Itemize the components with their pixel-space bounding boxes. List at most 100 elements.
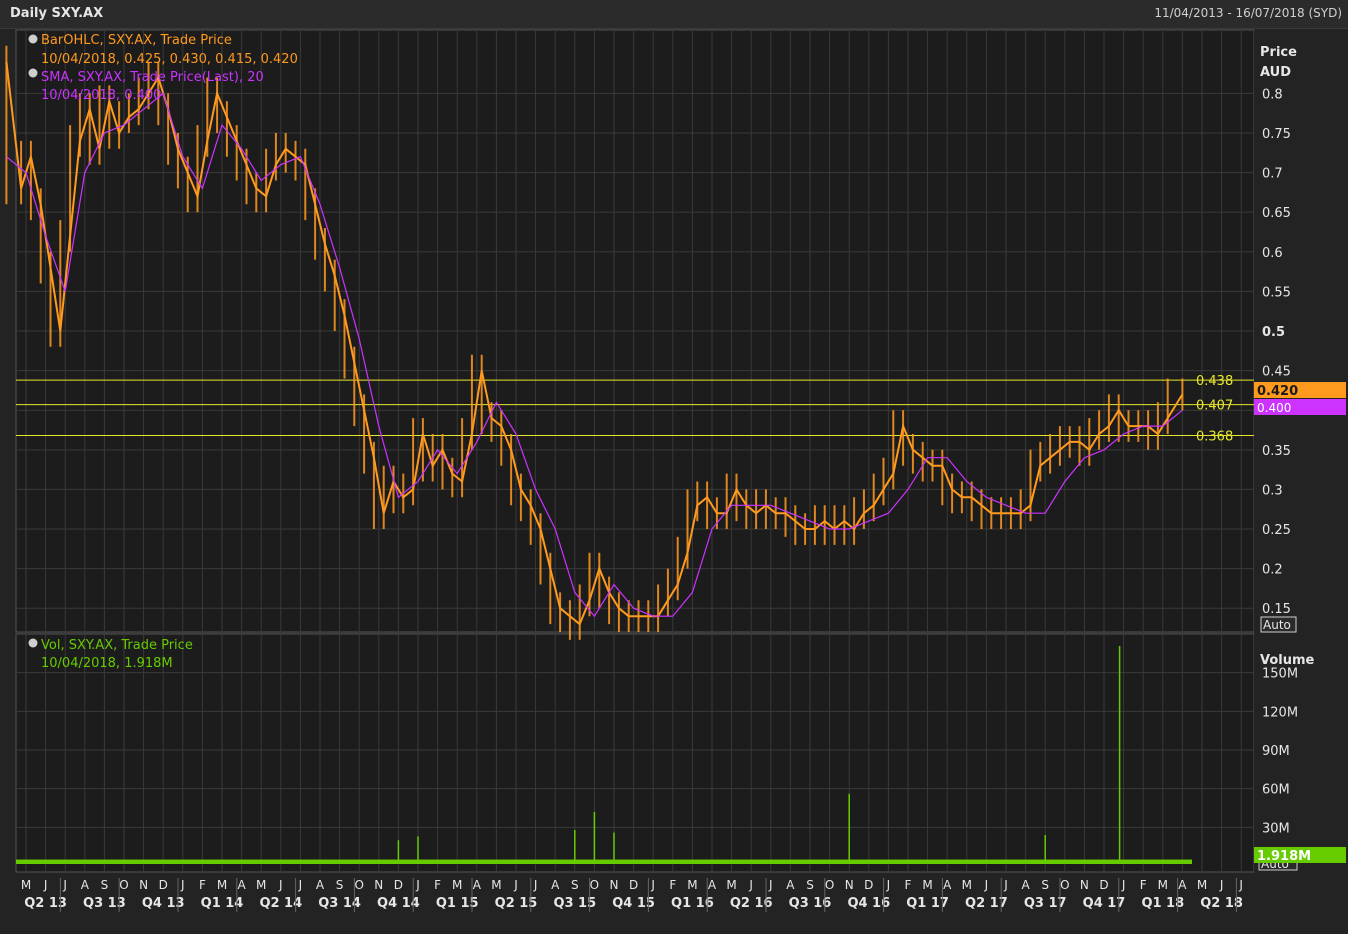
quarter-tick-label: Q3 14: [318, 896, 361, 911]
month-tick-label: J: [43, 878, 48, 892]
sma-legend-value: 10/04/2018, 0.400: [41, 88, 161, 103]
month-tick-label: O: [825, 878, 834, 892]
quarter-tick-label: Q2 16: [730, 896, 773, 911]
last-price-tag: [1254, 382, 1346, 398]
price-legend: BarOHLC, SXY.AX, Trade Price 10/04/2018,…: [28, 33, 298, 103]
date-range: 11/04/2013 - 16/07/2018 (SYD): [1154, 6, 1342, 20]
volume-tick-label: 30M: [1262, 821, 1290, 836]
month-tick-label: J: [886, 878, 891, 892]
title-bar: Daily SXY.AX 11/04/2013 - 16/07/2018 (SY…: [0, 0, 1348, 29]
last-price-label: 0.420: [1257, 384, 1298, 399]
price-legend-label: BarOHLC, SXY.AX, Trade Price: [41, 33, 232, 48]
month-tick-label: M: [217, 878, 227, 892]
volume-tick-label: 150M: [1262, 667, 1298, 682]
quarter-tick-label: Q3 13: [83, 896, 126, 911]
last-sma-tag: [1254, 399, 1346, 415]
last-volume-tag: [1254, 847, 1346, 863]
price-tick-label: 0.65: [1262, 206, 1291, 221]
month-tick-label: J: [748, 878, 753, 892]
month-tick-label: N: [845, 878, 854, 892]
series-icon[interactable]: [28, 34, 38, 44]
price-tick-label: 0.45: [1262, 365, 1291, 380]
month-tick-label: M: [726, 878, 736, 892]
quarter-tick-label: Q2 14: [259, 896, 302, 911]
volume-axis-title: Volume: [1260, 653, 1315, 668]
quarter-tick-label: Q4 13: [142, 896, 185, 911]
month-tick-label: J: [533, 878, 538, 892]
price-tick-label: 0.7: [1262, 167, 1283, 182]
horizontal-line-label: 0.438: [1196, 374, 1233, 389]
month-tick-label: D: [159, 878, 168, 892]
price-tick-label: 0.6: [1262, 246, 1283, 261]
axes: 0.15 0.2 0.25 0.3 0.35 0.45 0.5 0.55 0.6 0.65 0.7 0…: [21, 87, 1298, 912]
quarter-tick-label: Q4 15: [612, 896, 655, 911]
series-icon[interactable]: [28, 638, 38, 648]
month-tick-label: J: [1238, 878, 1243, 892]
month-tick-label: D: [629, 878, 638, 892]
price-tick-label: 0.8: [1262, 87, 1283, 102]
volume-tick-label: 90M: [1262, 744, 1290, 759]
last-sma-label: 0.400: [1257, 401, 1291, 415]
month-tick-label: M: [962, 878, 972, 892]
month-tick-label: A: [551, 878, 560, 892]
quarter-tick-label: Q1 15: [436, 896, 479, 911]
last-volume-label: 1.918M: [1257, 849, 1311, 864]
grid-lines: [16, 30, 1254, 872]
price-line: [5, 61, 1184, 626]
month-tick-label: M: [491, 878, 501, 892]
month-tick-label: D: [1099, 878, 1108, 892]
month-tick-label: J: [1003, 878, 1008, 892]
sma-line: [6, 92, 1183, 618]
month-tick-label: M: [21, 878, 31, 892]
price-tick-label: 0.5: [1262, 325, 1285, 340]
month-tick-label: J: [650, 878, 655, 892]
month-tick-label: S: [571, 878, 579, 892]
price-axis-area: [1254, 30, 1346, 632]
month-tick-label: S: [336, 878, 344, 892]
price-tick-label: 0.15: [1262, 602, 1291, 617]
quarter-tick-label: Q2 15: [495, 896, 538, 911]
price-tick-label: 0.3: [1262, 483, 1283, 498]
price-tick-label: 0.75: [1262, 127, 1291, 142]
volume-bars: [16, 646, 1192, 864]
month-tick-label: N: [374, 878, 383, 892]
month-tick-label: M: [1197, 878, 1207, 892]
quarter-tick-label: Q4 14: [377, 896, 420, 911]
price-auto-label: Auto: [1263, 618, 1291, 632]
quarter-tick-label: Q4 16: [847, 896, 890, 911]
month-tick-label: S: [806, 878, 814, 892]
month-tick-label: O: [1060, 878, 1069, 892]
month-tick-label: M: [452, 878, 462, 892]
volume-tick-label: 60M: [1262, 783, 1290, 798]
month-tick-label: A: [786, 878, 795, 892]
month-tick-label: N: [610, 878, 619, 892]
volume-legend-value: 10/04/2018, 1.918M: [41, 656, 173, 671]
month-tick-label: S: [101, 878, 109, 892]
series-icon[interactable]: [28, 68, 38, 78]
month-tick-label: A: [708, 878, 717, 892]
chart-title: Daily SXY.AX: [10, 6, 104, 21]
quarter-tick-label: Q2 13: [24, 896, 67, 911]
month-tick-label: D: [394, 878, 403, 892]
month-tick-label: D: [864, 878, 873, 892]
month-tick-label: O: [354, 878, 363, 892]
month-tick-label: J: [62, 878, 67, 892]
month-tick-label: M: [922, 878, 932, 892]
month-tick-label: F: [905, 878, 912, 892]
month-tick-label: J: [984, 878, 989, 892]
month-tick-label: M: [1158, 878, 1168, 892]
price-series: [5, 45, 1184, 640]
quarter-tick-label: Q3 17: [1024, 896, 1067, 911]
month-tick-label: F: [1140, 878, 1147, 892]
volume-tick-label: 120M: [1262, 705, 1298, 720]
price-legend-value: 10/04/2018, 0.425, 0.430, 0.415, 0.420: [41, 52, 298, 67]
month-tick-label: A: [81, 878, 90, 892]
price-auto-button[interactable]: [1260, 616, 1297, 633]
month-tick-label: J: [768, 878, 773, 892]
volume-plot-area[interactable]: [15, 633, 1255, 873]
quarter-tick-label: Q4 17: [1083, 896, 1126, 911]
month-tick-label: J: [180, 878, 185, 892]
volume-baseline: [16, 859, 1192, 864]
